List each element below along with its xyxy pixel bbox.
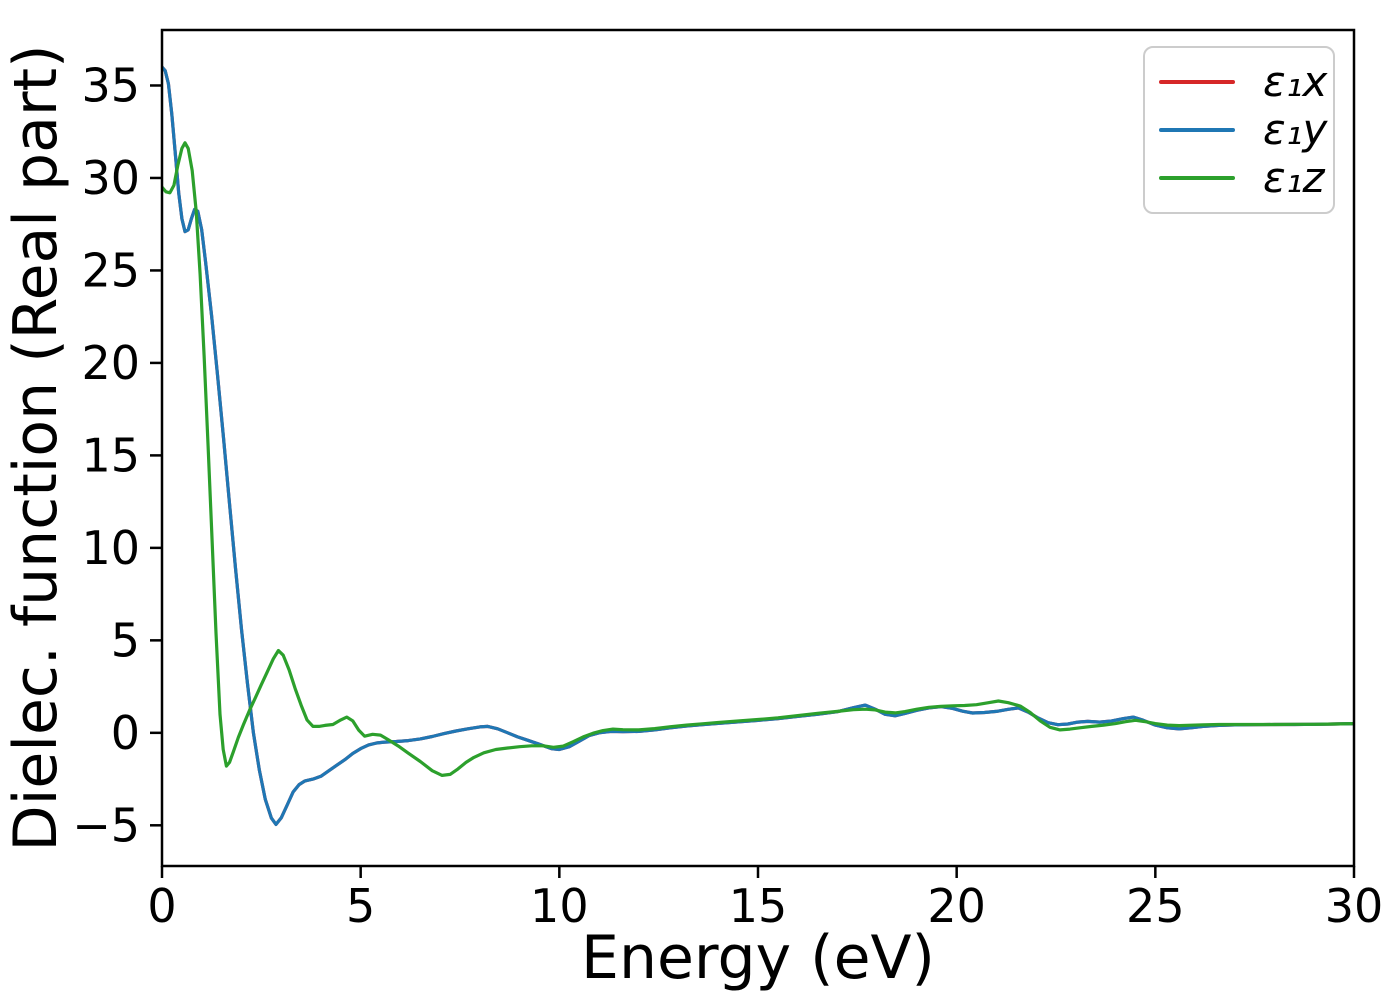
y-tick-label: 30 [81, 151, 140, 205]
legend-line-swatch-e1y [1159, 128, 1235, 132]
x-axis-label: Energy (eV) [581, 923, 935, 993]
legend-item-label: ε₁z [1263, 153, 1325, 202]
x-tick-label: 0 [147, 879, 176, 933]
y-tick-label: 20 [81, 336, 140, 390]
x-tick-label: 20 [927, 879, 986, 933]
legend-item-e1x: ε₁x [1159, 61, 1327, 103]
x-axis-ticks: 0 5 10 15 20 25 30 [147, 866, 1383, 933]
x-tick-label: 25 [1126, 879, 1185, 933]
y-tick-label: 5 [111, 613, 140, 667]
series-line-2 [162, 141, 1354, 778]
legend-item-label: ε₁x [1263, 57, 1328, 106]
series-line-1 [162, 65, 1354, 827]
legend-item-e1z: ε₁z [1159, 157, 1325, 199]
y-axis-ticks: −5 0 5 10 15 20 25 30 35 [72, 58, 162, 852]
y-tick-label: 10 [81, 521, 140, 575]
legend-item-e1y: ε₁y [1159, 109, 1327, 151]
legend: ε₁x ε₁y ε₁z [1143, 46, 1335, 214]
legend-line-swatch-e1x [1159, 80, 1235, 84]
y-tick-label: 35 [81, 58, 140, 112]
series-lines [162, 65, 1354, 827]
legend-line-swatch-e1z [1159, 176, 1235, 180]
legend-item-label: ε₁y [1263, 105, 1328, 154]
y-axis-label: Dielec. function (Real part) [1, 45, 71, 852]
x-tick-label: 15 [729, 879, 788, 933]
y-tick-label: 25 [81, 243, 140, 297]
y-tick-label: 15 [81, 428, 140, 482]
x-tick-label: 5 [346, 879, 375, 933]
plot-border [160, 28, 1356, 868]
y-tick-label: −5 [72, 798, 140, 852]
x-tick-label: 10 [530, 879, 589, 933]
y-tick-label: 0 [111, 706, 140, 760]
x-tick-label: 30 [1325, 879, 1384, 933]
